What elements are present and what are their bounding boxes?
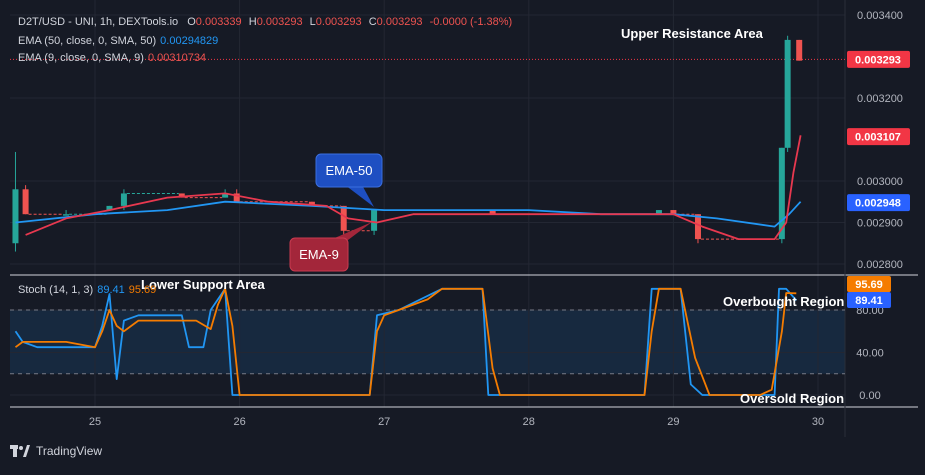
stoch-axis-label: 0.00 (859, 390, 880, 402)
stoch-legend: Stoch (14, 1, 3) 89.41 95.69 (18, 284, 156, 296)
candle-body (489, 210, 496, 215)
ema50-line (15, 200, 802, 228)
price-axis-label: 0.003200 (857, 93, 903, 105)
ema50-legend: EMA (50, close, 0, SMA, 50) 0.00294829 (18, 35, 218, 47)
candle-body (784, 39, 791, 148)
ema9-line (25, 135, 802, 240)
candle-body (22, 189, 29, 215)
last-price-tag: 0.003293 (847, 50, 910, 68)
oversold-label: Oversold Region (740, 391, 844, 406)
stoch-k-tag: 89.41 (847, 292, 891, 308)
ema50-price-tag-text: 0.002948 (855, 198, 901, 210)
stoch-axis-label: 40.00 (856, 348, 884, 360)
candle-body (308, 201, 315, 206)
change-value: -0.0000 (-1.38%) (429, 16, 513, 28)
high-label: H (248, 16, 257, 28)
candle-body (120, 193, 127, 206)
stoch-d-tag: 95.69 (847, 276, 891, 292)
candle-body (178, 193, 185, 198)
ema9-legend-value: 0.00310734 (147, 52, 207, 64)
stoch-band-lines (10, 309, 845, 375)
candle-body (655, 210, 662, 215)
ema9-callout-text: EMA-9 (299, 247, 339, 262)
candle-body (670, 210, 677, 215)
price-axis-label: 0.003000 (857, 176, 903, 188)
tradingview-branding[interactable]: TradingView (10, 444, 102, 458)
stoch-legend-d: 95.69 (128, 284, 157, 296)
axis-labels: 0.003400 0.003200 0.003000 0.002900 0.002800… (89, 10, 903, 428)
candle-body (106, 205, 113, 211)
time-axis-label: 25 (89, 416, 101, 428)
stoch-d-line (14, 287, 797, 396)
last-price-tag-text: 0.003293 (855, 54, 901, 66)
ema9-price-tag-text: 0.003107 (855, 132, 901, 144)
close-value: 0.003293 (376, 16, 423, 28)
time-axis-label: 27 (378, 416, 390, 428)
candle-body (778, 147, 785, 240)
candle-body (796, 39, 803, 61)
stoch-d-tag-text: 95.69 (855, 279, 883, 291)
stoch-legend-k: 89.41 (97, 284, 125, 296)
ema50-legend-label: EMA (50, close, 0, SMA, 50) (18, 35, 157, 47)
indicator-lines (14, 135, 802, 396)
candle-body (694, 214, 701, 240)
time-axis-label: 26 (233, 416, 245, 428)
candle-body (233, 193, 240, 202)
tradingview-logo-icon (10, 445, 30, 457)
price-axis-label: 0.003400 (857, 10, 903, 22)
time-axis-label: 30 (812, 416, 824, 428)
upper-resistance-label: Upper Resistance Area (621, 26, 764, 41)
candles (12, 35, 803, 252)
ema50-callout-text: EMA-50 (326, 163, 373, 178)
ema50-legend-value: 0.00294829 (160, 35, 219, 47)
overbought-label: Overbought Region (723, 294, 844, 309)
price-axis-label: 0.002800 (857, 259, 903, 271)
time-axis-label: 29 (667, 416, 679, 428)
candle-body (12, 189, 19, 244)
price-axis-label: 0.002900 (857, 218, 903, 230)
candle-body (371, 210, 378, 231)
ema9-callout: EMA-9 (289, 222, 372, 272)
ema50-price-tag: 0.002948 (847, 194, 910, 212)
ema9-legend-label: EMA (9, close, 0, SMA, 9) (18, 52, 144, 64)
candle-body (63, 214, 70, 216)
low-label: L (309, 16, 316, 28)
close-label: C (368, 16, 377, 28)
open-value: 0.003339 (195, 16, 242, 28)
open-label: O (187, 16, 196, 28)
time-axis-label: 28 (523, 416, 535, 428)
stoch-legend-label: Stoch (14, 1, 3) (18, 284, 94, 296)
lower-support-label: Lower Support Area (141, 277, 266, 292)
ema9-legend: EMA (9, close, 0, SMA, 9) 0.00310734 (18, 52, 206, 64)
candle-body (340, 205, 347, 231)
ema50-callout: EMA-50 (315, 153, 383, 207)
stoch-k-tag-text: 89.41 (855, 295, 883, 307)
ema9-price-tag: 0.003107 (847, 128, 910, 146)
high-value: 0.003293 (256, 16, 303, 28)
low-value: 0.003293 (315, 16, 362, 28)
symbol-label: D2T/USD - UNI, 1h, DEXTools.io (18, 16, 179, 28)
tradingview-text: TradingView (36, 444, 103, 458)
candle-body (222, 193, 229, 198)
stoch-band (10, 310, 845, 374)
ohlc-legend: D2T/USD - UNI, 1h, DEXTools.io O0.003339… (18, 16, 512, 28)
